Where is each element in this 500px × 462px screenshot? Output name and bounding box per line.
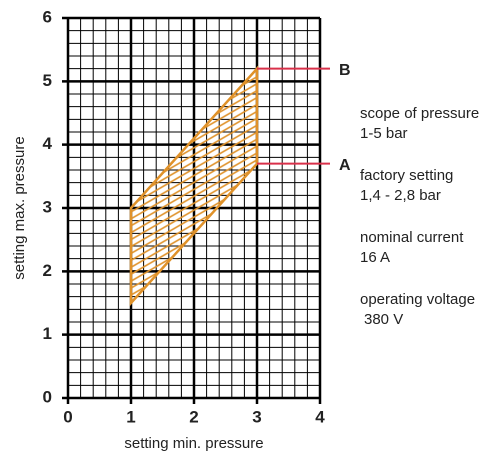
note-text: 16 A — [360, 249, 390, 266]
y-axis-label: setting max. pressure — [11, 136, 28, 279]
note-title: nominal current — [360, 229, 464, 246]
annotation-label: B — [339, 62, 351, 79]
y-tick-label: 3 — [43, 197, 52, 216]
y-tick-label: 1 — [43, 324, 52, 343]
y-tick-label: 6 — [43, 7, 52, 26]
x-tick-label: 2 — [189, 407, 198, 426]
y-tick-label: 4 — [43, 134, 53, 153]
x-tick-label: 0 — [63, 407, 72, 426]
x-tick-label: 4 — [315, 407, 325, 426]
note-title: scope of pressure — [360, 105, 479, 122]
x-tick-label: 1 — [126, 407, 135, 426]
annotation-label: A — [339, 157, 351, 174]
note-text: 380 V — [364, 311, 403, 328]
note-title: factory setting — [360, 167, 453, 184]
x-axis-label: setting min. pressure — [124, 435, 263, 452]
y-tick-label: 0 — [43, 387, 52, 406]
note-text: 1,4 - 2,8 bar — [360, 187, 441, 204]
y-tick-label: 2 — [43, 261, 52, 280]
x-tick-label: 3 — [252, 407, 261, 426]
note-title: operating voltage — [360, 291, 475, 308]
note-text: 1-5 bar — [360, 125, 408, 142]
y-tick-label: 5 — [43, 71, 52, 90]
